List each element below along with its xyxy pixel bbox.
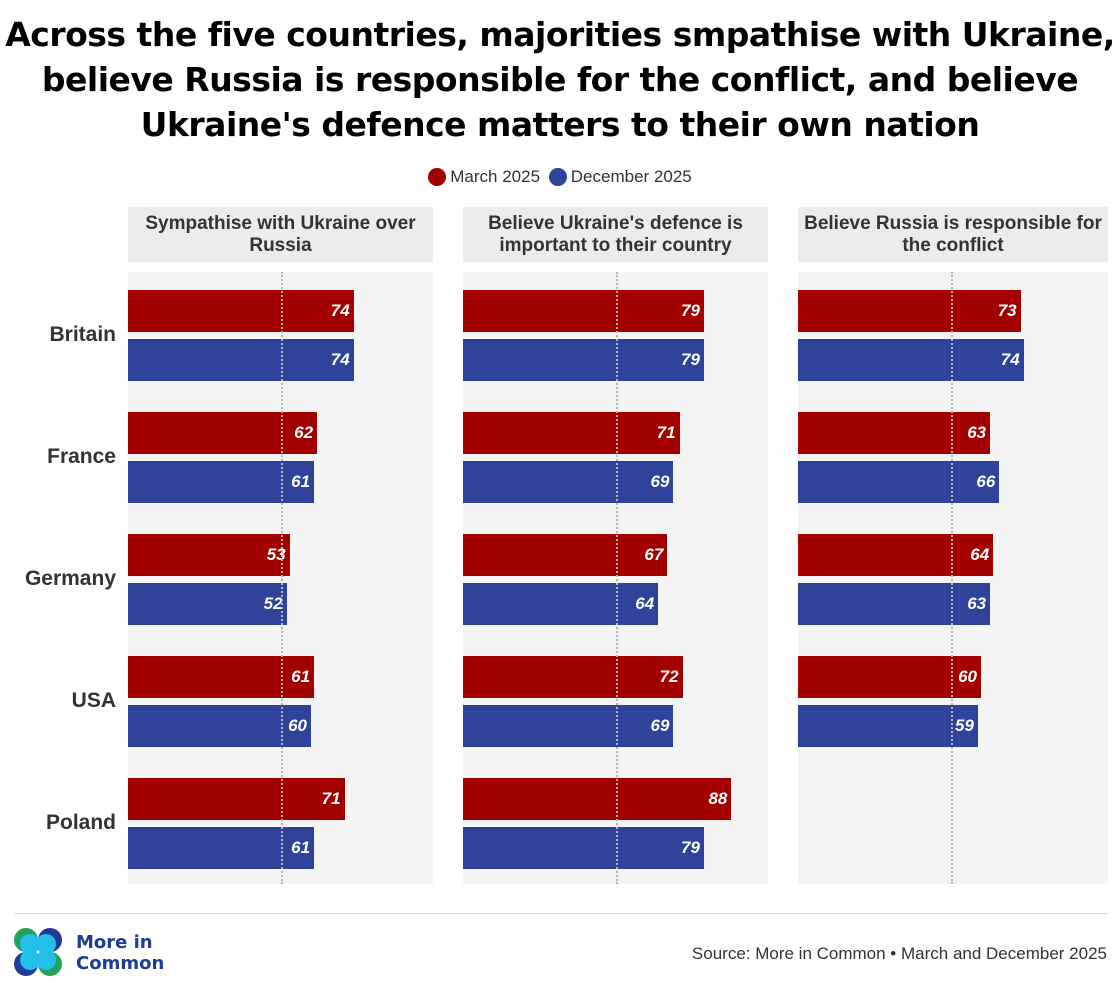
data-label: 61 bbox=[290, 471, 312, 493]
data-label: 60 bbox=[957, 666, 979, 688]
panel-title: Believe Ukraine's defence is important t… bbox=[463, 207, 768, 262]
bar-usa-december: 59 bbox=[798, 705, 978, 747]
bar-france-december: 69 bbox=[463, 461, 674, 503]
data-label: 79 bbox=[680, 349, 702, 371]
logo-line: Common bbox=[76, 953, 165, 974]
source-note: Source: More in Common • March and Decem… bbox=[691, 944, 1107, 963]
data-label: 69 bbox=[649, 715, 671, 737]
bar-germany-march: 67 bbox=[463, 534, 668, 576]
bar-britain-march: 79 bbox=[463, 290, 704, 332]
legend: March 2025 December 2025 bbox=[0, 167, 1120, 191]
bar-germany-march: 53 bbox=[128, 534, 290, 576]
data-label: 61 bbox=[290, 837, 312, 859]
data-label: 63 bbox=[966, 593, 988, 615]
data-label: 72 bbox=[658, 666, 680, 688]
legend-label: December 2025 bbox=[570, 167, 692, 186]
bar-france-march: 63 bbox=[798, 412, 991, 454]
bar-france-march: 62 bbox=[128, 412, 318, 454]
data-label: 60 bbox=[287, 715, 309, 737]
reference-line bbox=[950, 272, 953, 884]
bar-france-december: 66 bbox=[798, 461, 1000, 503]
data-label: 53 bbox=[265, 544, 287, 566]
bar-usa-december: 69 bbox=[463, 705, 674, 747]
bar-usa-march: 72 bbox=[463, 656, 683, 698]
data-label: 52 bbox=[262, 593, 284, 615]
data-label: 74 bbox=[999, 349, 1021, 371]
bar-germany-december: 64 bbox=[463, 583, 659, 625]
data-label: 63 bbox=[966, 422, 988, 444]
bar-usa-march: 60 bbox=[798, 656, 981, 698]
country-label: France bbox=[47, 445, 116, 468]
country-label: USA bbox=[71, 689, 116, 712]
data-label: 73 bbox=[996, 300, 1018, 322]
data-label: 71 bbox=[655, 422, 677, 444]
bar-poland-december: 61 bbox=[128, 827, 315, 869]
data-label: 61 bbox=[290, 666, 312, 688]
reference-line bbox=[280, 272, 283, 884]
legend-dot-march bbox=[428, 168, 447, 186]
bar-poland-march: 88 bbox=[463, 778, 732, 820]
bar-britain-march: 73 bbox=[798, 290, 1021, 332]
legend-label: March 2025 bbox=[450, 167, 541, 186]
data-label: 88 bbox=[707, 788, 729, 810]
panel-title: Believe Russia is responsible for the co… bbox=[798, 207, 1108, 262]
bar-poland-december: 79 bbox=[463, 827, 704, 869]
logo-text: More in Common bbox=[76, 932, 164, 974]
panel-title: Sympathise with Ukraine over Russia bbox=[128, 207, 433, 262]
bar-britain-december: 74 bbox=[798, 339, 1024, 381]
bar-germany-march: 64 bbox=[798, 534, 994, 576]
more-in-common-logo-icon bbox=[14, 928, 62, 976]
data-label: 59 bbox=[954, 715, 976, 737]
reference-line bbox=[615, 272, 618, 884]
data-label: 69 bbox=[649, 471, 671, 493]
data-label: 79 bbox=[680, 300, 702, 322]
country-label: Poland bbox=[45, 811, 116, 834]
bar-britain-march: 74 bbox=[128, 290, 354, 332]
data-label: 74 bbox=[329, 349, 351, 371]
chart-title: Across the five countries, majorities sm… bbox=[5, 15, 1115, 144]
data-label: 74 bbox=[329, 300, 351, 322]
logo-line: More in bbox=[76, 932, 153, 953]
bar-usa-december: 60 bbox=[128, 705, 311, 747]
bar-britain-december: 74 bbox=[128, 339, 354, 381]
bar-france-december: 61 bbox=[128, 461, 315, 503]
bar-britain-december: 79 bbox=[463, 339, 704, 381]
data-label: 67 bbox=[643, 544, 665, 566]
bar-germany-december: 63 bbox=[798, 583, 991, 625]
data-label: 79 bbox=[680, 837, 702, 859]
country-label: Britain bbox=[49, 323, 116, 346]
country-label: Germany bbox=[24, 567, 116, 590]
legend-dot-december bbox=[548, 168, 567, 186]
data-label: 64 bbox=[634, 593, 656, 615]
bar-poland-march: 71 bbox=[128, 778, 345, 820]
data-label: 71 bbox=[320, 788, 342, 810]
bar-france-march: 71 bbox=[463, 412, 680, 454]
footer-divider bbox=[14, 913, 1108, 914]
legend-item-march: March 2025 bbox=[428, 167, 540, 187]
data-label: 62 bbox=[293, 422, 315, 444]
bar-germany-december: 52 bbox=[128, 583, 287, 625]
legend-item-december: December 2025 bbox=[548, 167, 692, 187]
bar-usa-march: 61 bbox=[128, 656, 315, 698]
data-label: 64 bbox=[969, 544, 991, 566]
data-label: 66 bbox=[975, 471, 997, 493]
